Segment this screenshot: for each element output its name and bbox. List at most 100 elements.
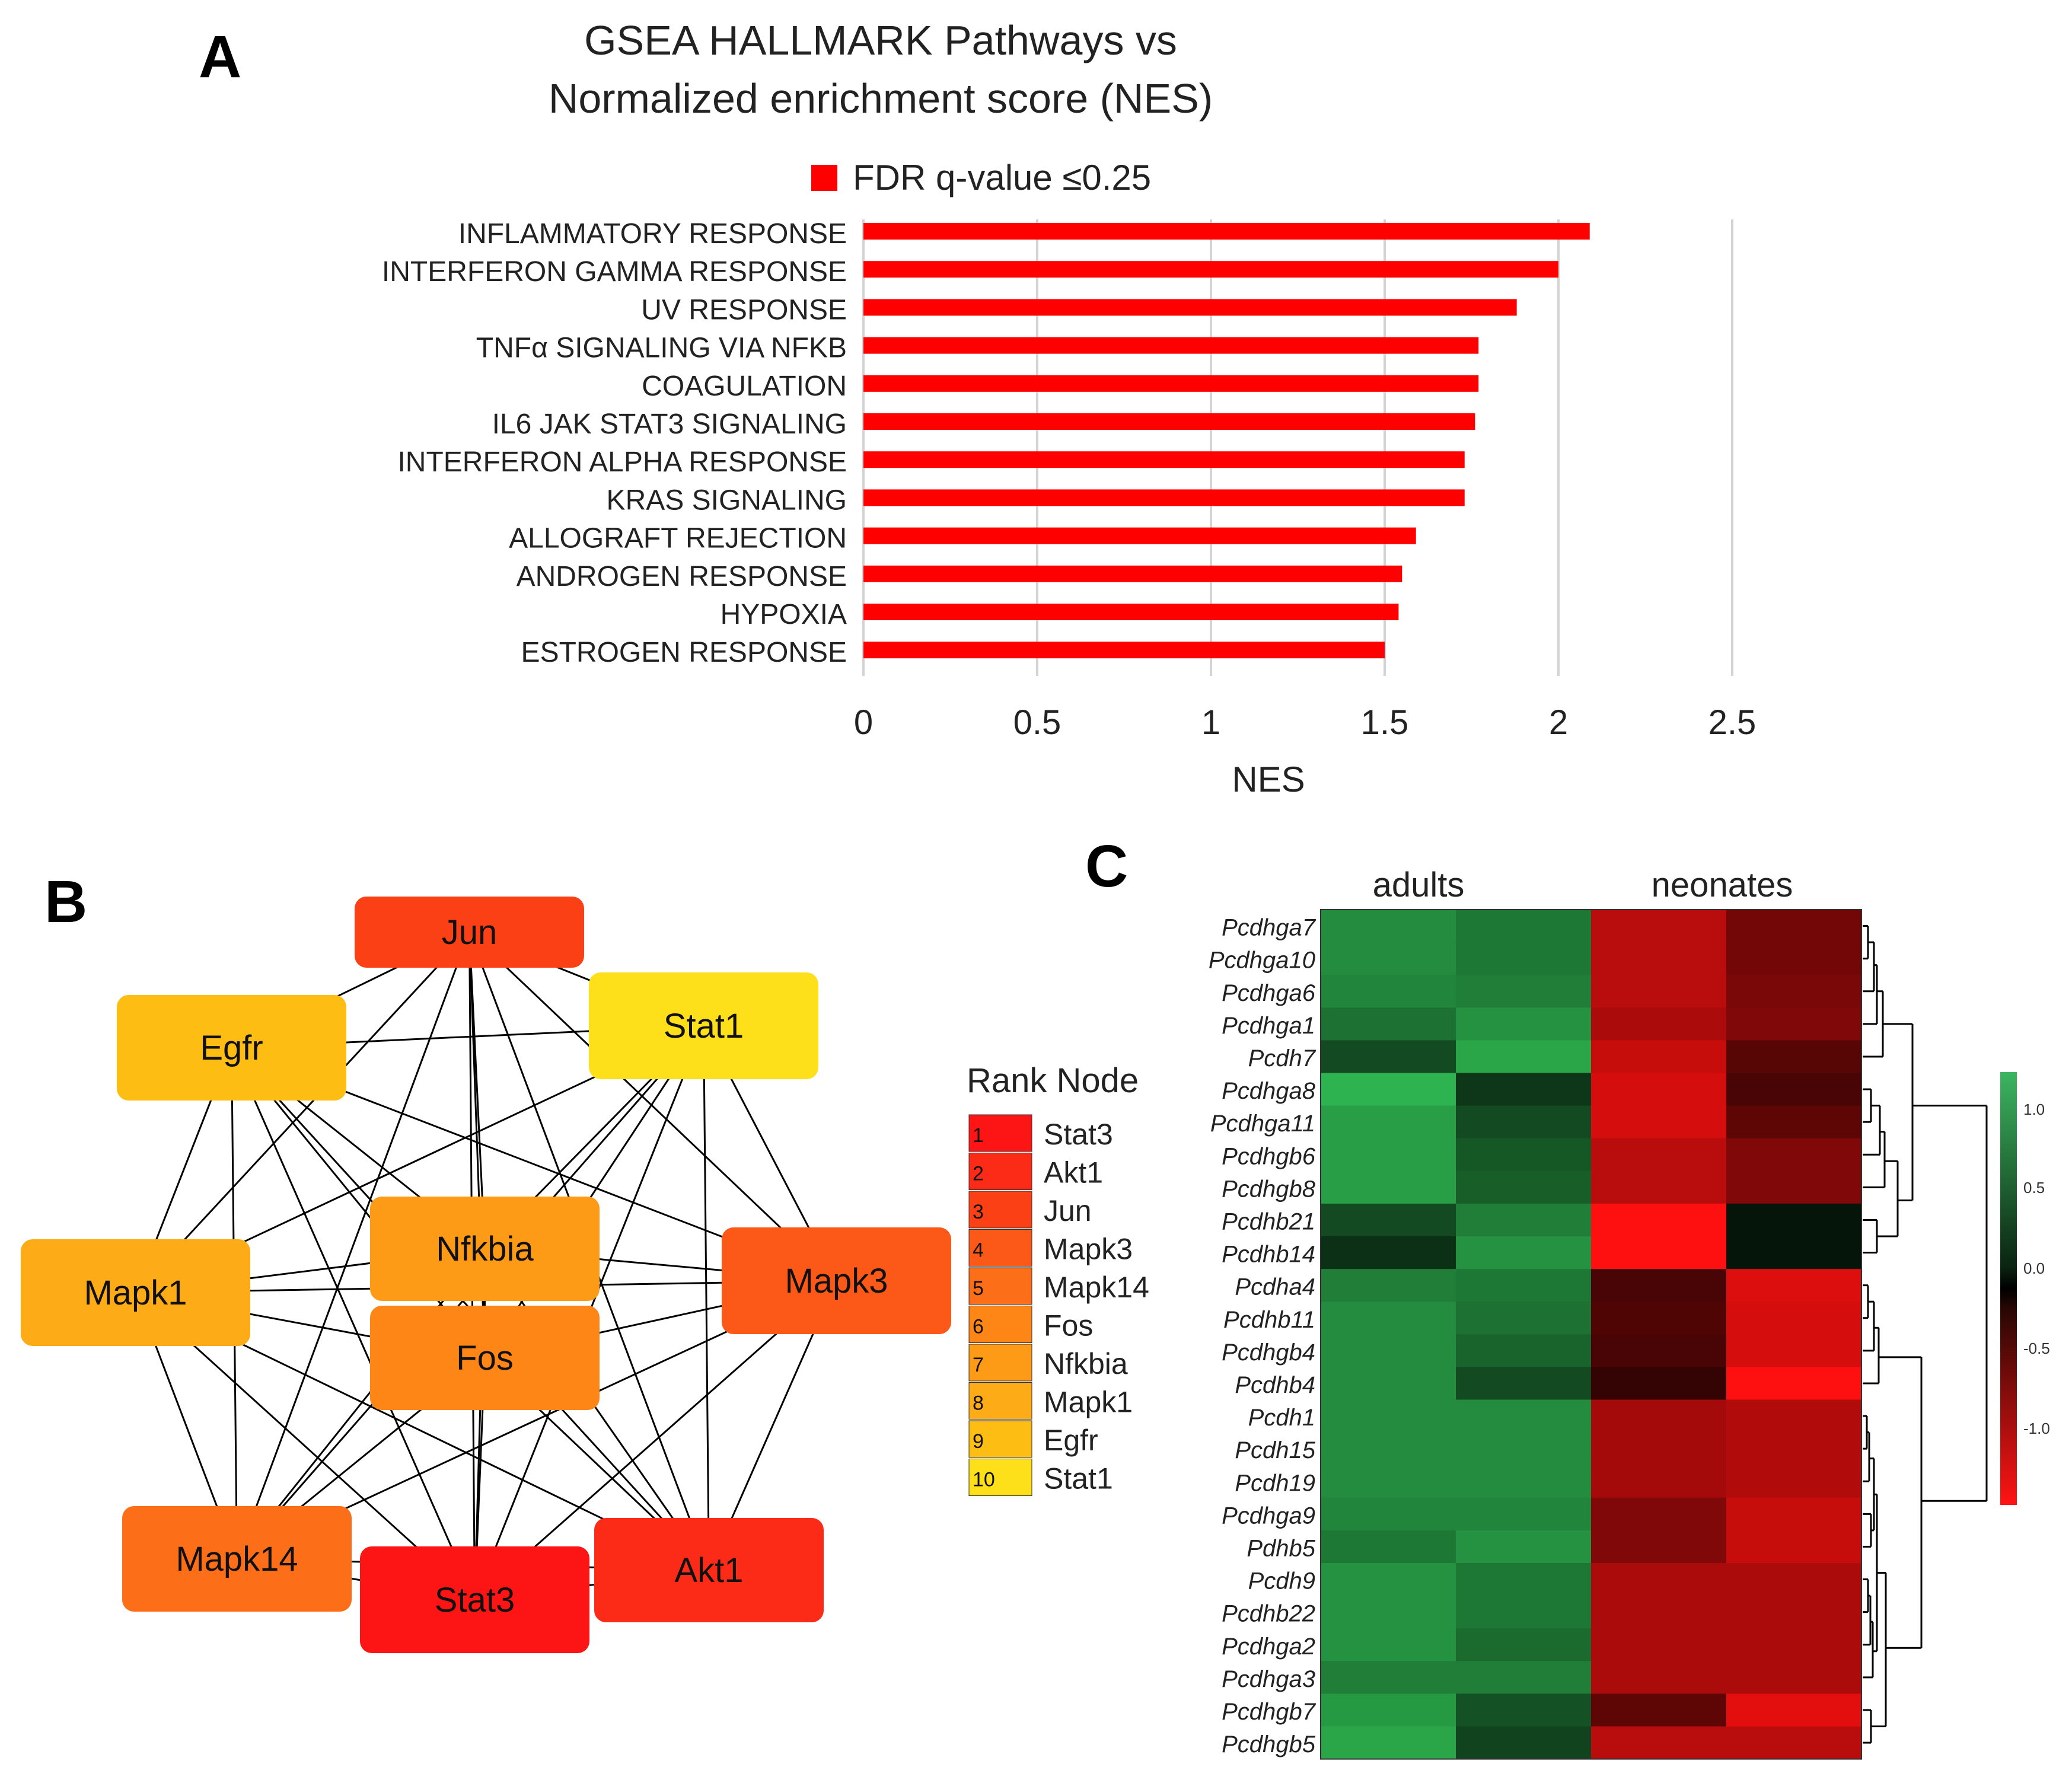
node-box: [589, 972, 818, 1079]
heatmap-cell: [1456, 1465, 1592, 1498]
bar-marks: [863, 223, 1590, 659]
rank-swatch: [968, 1267, 1032, 1305]
heatmap-cell: [1591, 1007, 1727, 1041]
heatmap-cell: [1456, 1432, 1592, 1466]
bar-category-label: IL6 JAK STAT3 SIGNALING: [492, 409, 847, 440]
rank-legend-title: Rank Node: [967, 1061, 1139, 1100]
heatmap-cell: [1591, 1138, 1727, 1172]
heatmap-cell: [1726, 1138, 1862, 1172]
node-label: Nfkbia: [436, 1230, 534, 1268]
rank-swatch: [968, 1229, 1032, 1267]
heatmap-cell: [1591, 1302, 1727, 1335]
heatmap-cell: [1591, 975, 1727, 1008]
bar-category-label: UV RESPONSE: [641, 294, 847, 326]
bar: [863, 451, 1465, 468]
heatmap-cell: [1456, 1367, 1592, 1400]
rank-number: 6: [973, 1316, 984, 1338]
heatmap-row-label: Pcdhga10: [1209, 948, 1315, 974]
colorbar-ticks: 1.0 0.5 0.0 -0.5 -1.0: [2023, 1101, 2050, 1437]
heatmap-cell: [1456, 1007, 1592, 1041]
heatmap-cell: [1591, 1203, 1727, 1237]
heatmap-row-label: Pcdhgb7: [1222, 1699, 1316, 1725]
x-tick-label: 1.5: [1361, 703, 1409, 742]
bar: [863, 489, 1465, 506]
heatmap-cell: [1591, 910, 1727, 943]
node-box: [594, 1518, 824, 1622]
rank-node-label: Mapk1: [1044, 1386, 1133, 1419]
heatmap-cell: [1726, 1334, 1862, 1367]
heatmap-cell: [1456, 1596, 1592, 1629]
bar: [863, 337, 1479, 354]
bar: [863, 261, 1558, 278]
node-label: Jun: [442, 913, 498, 952]
node-box: [370, 1306, 600, 1410]
network-node: Akt1: [594, 1518, 824, 1622]
heatmap-cell: [1321, 1661, 1456, 1694]
heatmap-cell: [1726, 1693, 1862, 1727]
bar: [863, 375, 1479, 392]
heatmap-row-label: Pcdhga8: [1222, 1078, 1316, 1104]
heatmap-cell: [1321, 1203, 1456, 1237]
heatmap-cell: [1591, 1628, 1727, 1661]
node-box: [370, 1197, 600, 1301]
heatmap-cell: [1726, 1497, 1862, 1531]
rank-number: 4: [973, 1239, 984, 1262]
network-edge: [236, 932, 470, 1559]
heatmap-row-label: Pcdh15: [1235, 1437, 1315, 1463]
heatmap-cell: [1726, 942, 1862, 975]
heatmap-cell: [1456, 1628, 1592, 1661]
heatmap-cell: [1321, 1105, 1456, 1139]
bar-category-labels: INFLAMMATORY RESPONSE INTERFERON GAMMA RE…: [382, 218, 847, 668]
colorbar-tick-label: 1.0: [2023, 1101, 2045, 1118]
rank-swatch: [968, 1344, 1032, 1382]
rank-swatch: [968, 1420, 1032, 1458]
heatmap-row-label: Pcdhga7: [1222, 915, 1316, 941]
heatmap-cell: [1726, 1596, 1862, 1629]
heatmap-cell: [1591, 1105, 1727, 1139]
network-node: Jun: [355, 897, 584, 968]
bar-category-label: ALLOGRAFT REJECTION: [509, 523, 847, 554]
node-label: Stat3: [435, 1581, 515, 1619]
heatmap-cells: [1320, 909, 1862, 1760]
heatmap-row-label: Pcdhga6: [1222, 980, 1316, 1006]
heatmap-cell: [1456, 1334, 1592, 1367]
network-node: Mapk1: [21, 1239, 250, 1346]
heatmap-cell: [1726, 1203, 1862, 1237]
network-node: Mapk14: [122, 1506, 352, 1612]
heatmap-cell: [1456, 942, 1592, 975]
heatmap-row-label: Pcdh19: [1235, 1470, 1315, 1496]
heatmap-row-labels: Pcdhga7 Pcdhga10 Pcdhga6 Pcdhga1 Pcdh7 Pcdhga…: [1209, 915, 1316, 1758]
panel-c-letter: C: [1085, 833, 1128, 900]
legend-swatch: [811, 165, 837, 191]
heatmap-cell: [1726, 1726, 1862, 1760]
heatmap-cell: [1726, 1302, 1862, 1335]
heatmap-cell: [1321, 1726, 1456, 1760]
heatmap-cell: [1591, 1661, 1727, 1694]
heatmap-row-label: Pcdhb22: [1222, 1601, 1315, 1627]
rank-node-label: Stat1: [1044, 1462, 1113, 1495]
heatmap-cell: [1321, 1073, 1456, 1106]
heatmap-cell: [1591, 942, 1727, 975]
rank-swatch: [968, 1382, 1032, 1420]
network-edge: [468, 931, 837, 1282]
colorbar-tick-label: 0.5: [2023, 1179, 2045, 1197]
heatmap-cell: [1591, 1170, 1727, 1204]
rank-number: 9: [973, 1430, 984, 1453]
heatmap-cell: [1321, 1693, 1456, 1727]
heatmap-cell: [1456, 1203, 1592, 1237]
heatmap-cell: [1726, 1269, 1862, 1302]
node-box: [21, 1239, 250, 1346]
heatmap-cell: [1726, 910, 1862, 943]
node-label: Fos: [456, 1339, 514, 1377]
node-label: Mapk14: [176, 1540, 298, 1578]
heatmap-cell: [1726, 1563, 1862, 1596]
bar-category-label: KRAS SIGNALING: [607, 484, 847, 516]
node-label: Egfr: [200, 1029, 263, 1067]
x-tick-label: 2.5: [1708, 703, 1757, 742]
x-tick-label: 0: [854, 703, 873, 742]
node-box: [360, 1546, 589, 1653]
heatmap-cell: [1321, 1334, 1456, 1367]
heatmap-cell: [1456, 1693, 1592, 1727]
